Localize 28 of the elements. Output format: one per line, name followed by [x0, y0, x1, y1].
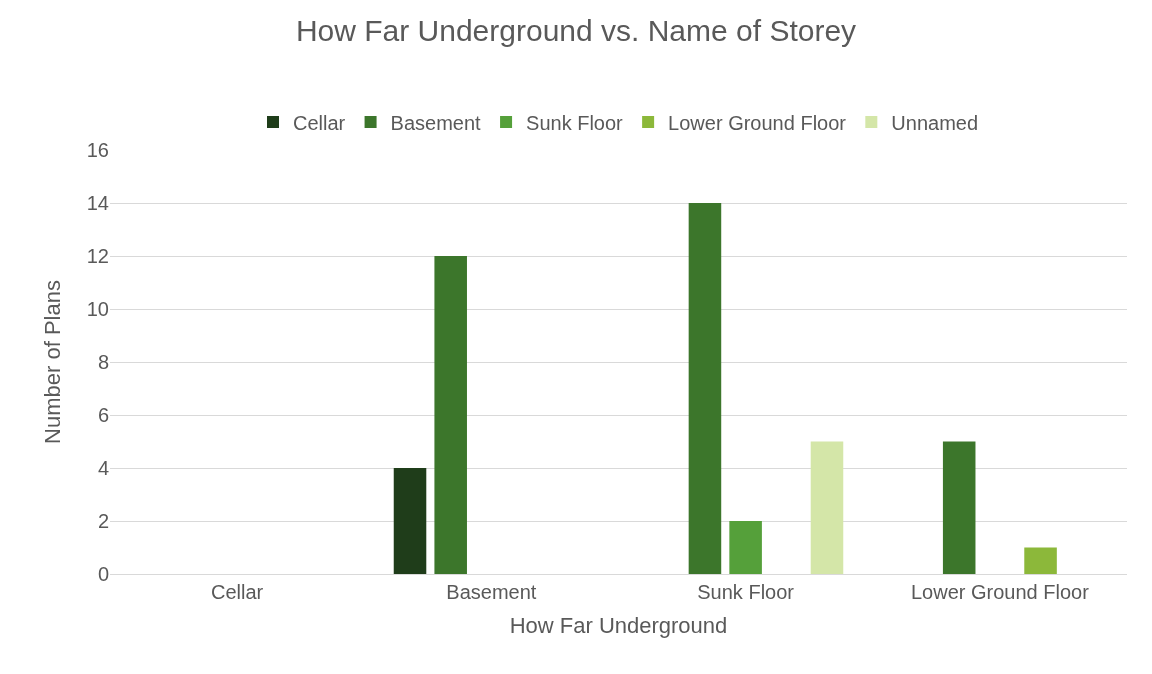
bar — [942, 441, 976, 574]
y-axis-title: Number of Plans — [39, 280, 65, 444]
y-tick-label: 14 — [86, 192, 109, 214]
legend-label: Basement — [390, 111, 482, 134]
y-tick-label: 2 — [97, 510, 109, 532]
y-tick-label: 6 — [97, 404, 109, 426]
bar — [393, 468, 427, 574]
x-tick-label: Lower Ground Floor — [910, 581, 1090, 603]
y-tick-label: 8 — [97, 351, 109, 373]
bar — [729, 521, 762, 574]
bar — [434, 256, 467, 574]
y-tick-label: 12 — [86, 245, 109, 267]
y-tick-label: 0 — [97, 563, 109, 585]
bar — [688, 203, 722, 574]
x-tick-label: Sunk Floor — [697, 581, 795, 603]
y-tick-label: 10 — [86, 298, 109, 320]
legend-label: Unnamed — [891, 111, 979, 134]
chart-title: How Far Underground vs. Name of Storey — [295, 13, 857, 47]
y-tick-label: 4 — [97, 457, 109, 479]
x-axis-title: How Far Underground — [509, 612, 728, 638]
legend-label: Cellar — [293, 111, 346, 134]
y-tick-label: 16 — [86, 139, 109, 161]
x-tick-label: Cellar — [211, 581, 264, 603]
legend-label: Lower Ground Floor — [668, 111, 847, 134]
bar — [1024, 547, 1057, 574]
legend-label: Sunk Floor — [526, 111, 624, 134]
bar — [810, 441, 844, 574]
x-tick-label: Basement — [446, 581, 537, 603]
